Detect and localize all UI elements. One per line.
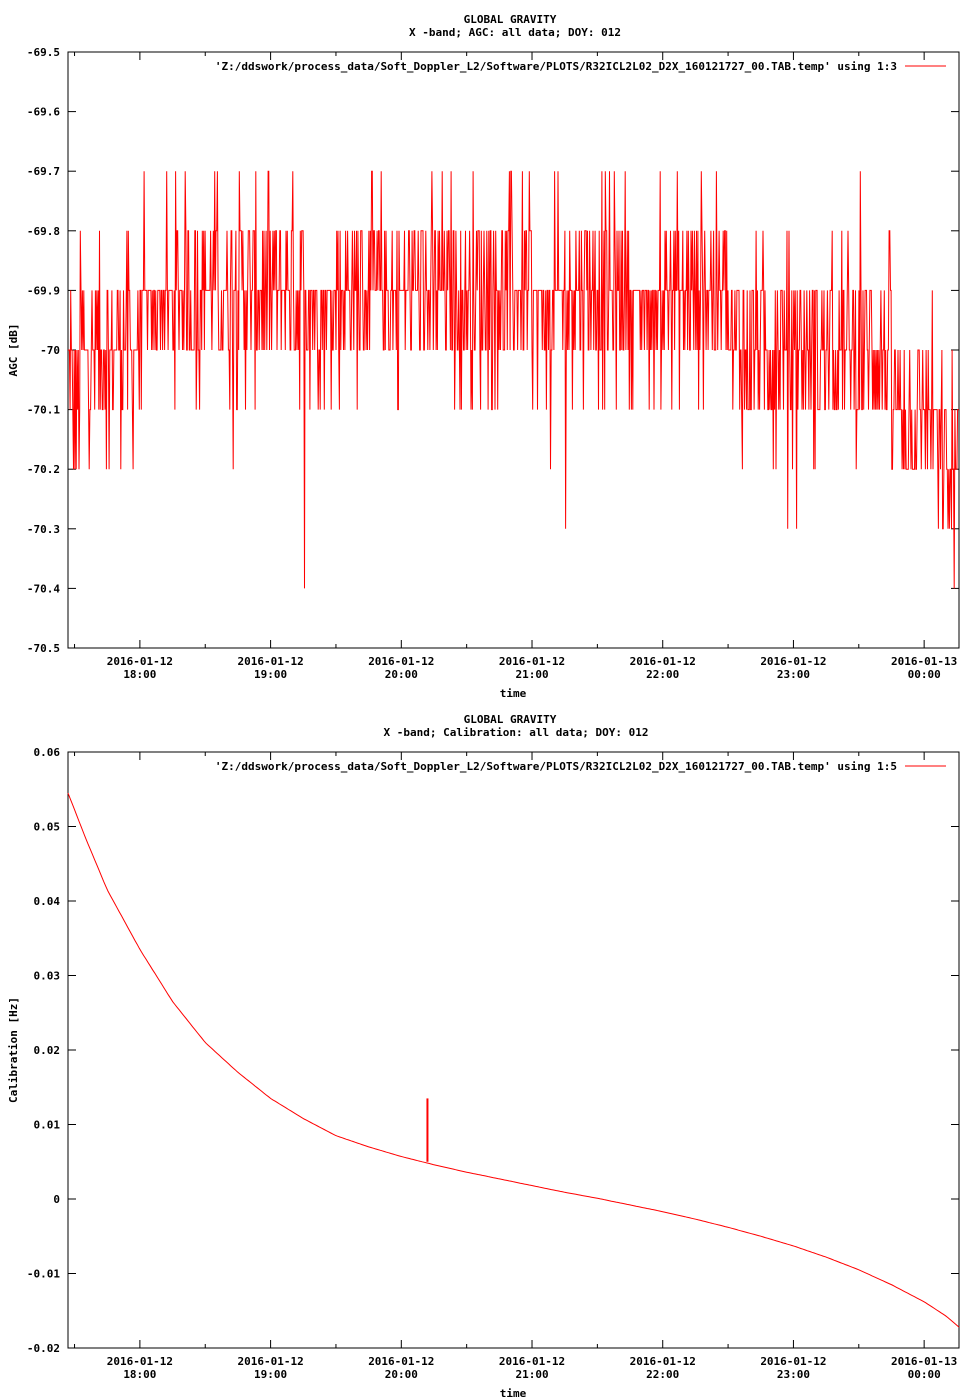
y-ticks: 0.06 0.05 0.04 0.03 0.02 0.01 0 -0.01 -0.02 [27, 746, 959, 1355]
x-tick-time: 20:00 [385, 668, 418, 681]
y-axis-label: Calibration [Hz] [7, 997, 20, 1103]
x-tick-time: 20:00 [385, 1368, 418, 1381]
x-tick-date: 2016-01-12 [368, 1355, 434, 1368]
legend-label: 'Z:/ddswork/process_data/Soft_Doppler_L2… [215, 60, 897, 73]
y-tick-label: 0.06 [34, 746, 61, 759]
x-tick-date: 2016-01-12 [760, 1355, 826, 1368]
x-tick-time: 21:00 [515, 668, 548, 681]
x-tick-date: 2016-01-12 [499, 1355, 565, 1368]
x-tick-date: 2016-01-12 [760, 655, 826, 668]
y-tick-label: -0.02 [27, 1342, 60, 1355]
y-tick-label: 0.04 [34, 895, 61, 908]
y-tick-label: 0.05 [34, 821, 61, 834]
y-ticks: -69.5 -69.6 -69.7 -69.8 -69.9 -70 -70.1 -70.2 -7… [27, 46, 959, 655]
x-tick-date: 2016-01-12 [630, 655, 696, 668]
y-tick-label: -69.6 [27, 106, 60, 119]
chart-title: GLOBAL GRAVITY [464, 13, 557, 26]
x-tick-date: 2016-01-12 [368, 655, 434, 668]
x-tick-time: 18:00 [123, 668, 156, 681]
x-tick-time: 00:00 [908, 1368, 941, 1381]
x-tick-time: 00:00 [908, 668, 941, 681]
y-tick-label: -70.4 [27, 582, 60, 595]
y-tick-label: -70.3 [27, 523, 60, 536]
x-tick-time: 22:00 [646, 668, 679, 681]
y-axis-label: AGC [dB] [7, 324, 20, 377]
x-ticks: 2016-01-1218:002016-01-1219:002016-01-12… [74, 52, 957, 681]
chart-title: GLOBAL GRAVITY [464, 713, 557, 726]
x-ticks: 2016-01-1218:002016-01-1219:002016-01-12… [74, 752, 957, 1381]
x-tick-date: 2016-01-12 [237, 655, 303, 668]
y-tick-label: -69.5 [27, 46, 60, 59]
y-tick-label: -69.8 [27, 225, 60, 238]
calibration-line [67, 792, 960, 1328]
y-tick-label: 0.01 [34, 1119, 61, 1132]
x-tick-time: 22:00 [646, 1368, 679, 1381]
y-tick-label: 0.03 [34, 970, 61, 983]
x-tick-time: 21:00 [515, 1368, 548, 1381]
legend-label: 'Z:/ddswork/process_data/Soft_Doppler_L2… [215, 760, 897, 773]
agc-line [68, 170, 959, 589]
y-tick-label: -0.01 [27, 1268, 60, 1281]
calibration-chart: GLOBAL GRAVITY X -band; Calibration: all… [7, 713, 960, 1400]
plot-frame [67, 751, 960, 1349]
chart-subtitle: X -band; Calibration: all data; DOY: 012 [384, 726, 649, 739]
y-tick-label: -69.9 [27, 284, 60, 297]
agc-chart: GLOBAL GRAVITY X -band; AGC: all data; D… [7, 13, 960, 700]
chart-subtitle: X -band; AGC: all data; DOY: 012 [409, 26, 621, 39]
x-tick-date: 2016-01-12 [107, 1355, 173, 1368]
y-tick-label: -69.7 [27, 165, 60, 178]
x-tick-date: 2016-01-12 [630, 1355, 696, 1368]
x-tick-date: 2016-01-12 [107, 655, 173, 668]
x-tick-time: 19:00 [254, 668, 287, 681]
y-tick-label: -70.5 [27, 642, 60, 655]
x-tick-time: 19:00 [254, 1368, 287, 1381]
calibration-series [67, 792, 960, 1328]
y-tick-label: -70.1 [27, 404, 60, 417]
x-tick-time: 18:00 [123, 1368, 156, 1381]
x-tick-date: 2016-01-12 [499, 655, 565, 668]
x-axis-label: time [500, 1387, 527, 1400]
y-tick-label: 0 [53, 1193, 60, 1206]
y-tick-label: 0.02 [34, 1044, 61, 1057]
x-tick-date: 2016-01-13 [891, 1355, 957, 1368]
y-tick-label: -70.2 [27, 463, 60, 476]
y-tick-label: -70 [40, 344, 60, 357]
agc-series [68, 170, 959, 589]
x-tick-time: 23:00 [777, 668, 810, 681]
x-tick-time: 23:00 [777, 1368, 810, 1381]
x-axis-label: time [500, 687, 527, 700]
x-tick-date: 2016-01-13 [891, 655, 957, 668]
x-tick-date: 2016-01-12 [237, 1355, 303, 1368]
